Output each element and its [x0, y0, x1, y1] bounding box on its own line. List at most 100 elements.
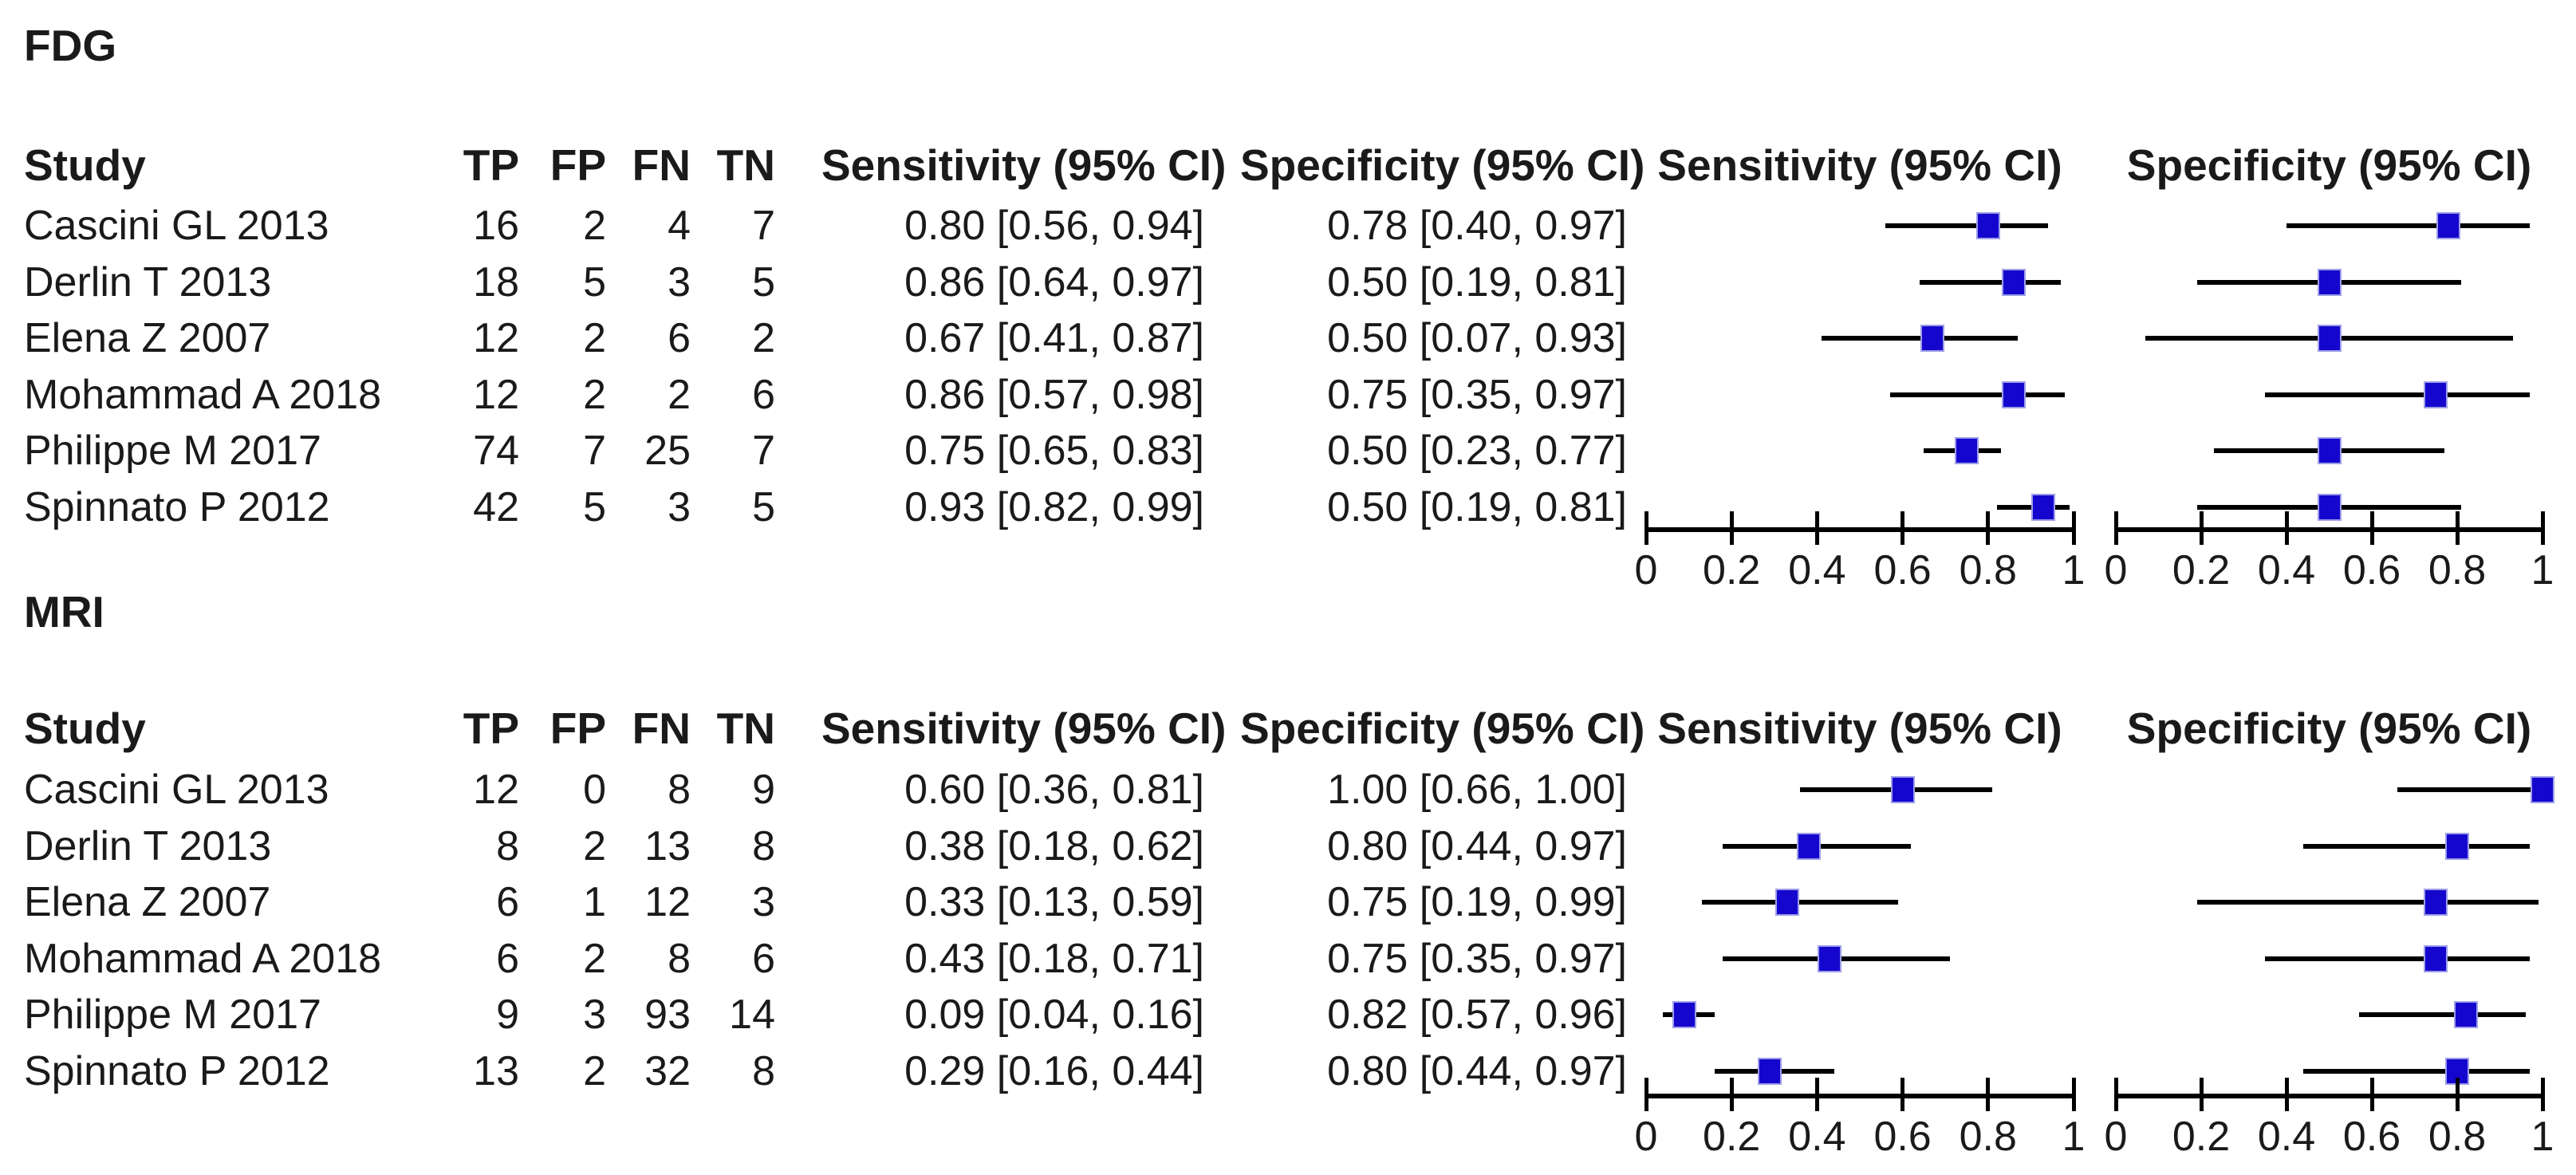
axis-tick — [1900, 511, 1905, 545]
tn-value: 7 — [752, 428, 775, 474]
sensitivity-axis: 0 0.2 0.4 0.6 0.8 1 — [1635, 1078, 2085, 1160]
tp-value: 13 — [473, 1047, 519, 1094]
study-name: Spinnato P 2012 — [24, 1047, 330, 1094]
tp-value: 8 — [496, 822, 519, 869]
sensitivity-forest-row — [1646, 990, 2074, 1039]
point-estimate-marker — [1818, 944, 1842, 972]
axis-tick-label: 0.4 — [1788, 547, 1846, 593]
sensitivity-forest-row — [1646, 934, 2074, 984]
sensitivity-forest-row — [1646, 370, 2074, 420]
sensitivity-forest-row — [1646, 313, 2074, 363]
point-estimate-marker — [1774, 889, 1799, 916]
specificity-forest-row — [2116, 765, 2554, 814]
specificity-ci-text: 0.50 [0.23, 0.77] — [1327, 428, 1627, 474]
sensitivity-ci-text: 0.29 [0.16, 0.44] — [904, 1047, 1204, 1094]
specificity-ci-text: 0.75 [0.35, 0.97] — [1327, 935, 1627, 982]
specificity-ci-text: 0.75 [0.35, 0.97] — [1327, 371, 1627, 418]
axis-tick-label: 0 — [2104, 547, 2128, 593]
sensitivity-ci-text: 0.43 [0.18, 0.71] — [904, 935, 1204, 982]
study-name: Spinnato P 2012 — [24, 483, 330, 530]
specificity-forest-row — [2116, 258, 2543, 307]
sensitivity-forest-row — [1646, 877, 2074, 927]
point-estimate-marker — [1672, 1001, 1697, 1028]
tp-value: 18 — [473, 258, 519, 306]
specificity-forest-row — [2116, 483, 2543, 532]
axis-tick — [2071, 511, 2076, 545]
column-header-specificity: Specificity (95% CI) — [1240, 140, 1645, 190]
axis-tick — [2199, 511, 2204, 545]
axis-tick — [1729, 1078, 1734, 1111]
specificity-ci-text: 0.50 [0.07, 0.93] — [1327, 315, 1627, 361]
sensitivity-forest-row — [1646, 765, 2074, 814]
axis-tick — [1814, 511, 1819, 545]
axis-tick-label: 0.8 — [1959, 547, 2017, 593]
plot-header-sensitivity: Sensitivity (95% CI) — [1657, 704, 2062, 753]
axis-tick — [2455, 1078, 2460, 1111]
fp-value: 2 — [583, 1047, 606, 1094]
tn-value: 5 — [752, 258, 775, 306]
tn-value: 7 — [752, 203, 775, 249]
axis-tick-label: 0.6 — [2342, 1114, 2401, 1160]
sensitivity-forest-row — [1646, 822, 2074, 871]
fp-value: 2 — [583, 315, 606, 361]
axis-tick — [2540, 511, 2545, 545]
specificity-forest-row — [2116, 313, 2543, 363]
tn-value: 9 — [752, 767, 775, 813]
confidence-interval-line — [1889, 392, 2066, 397]
sensitivity-ci-text: 0.93 [0.82, 0.99] — [904, 483, 1204, 530]
specificity-ci-text: 0.80 [0.44, 0.97] — [1327, 1047, 1627, 1094]
confidence-interval-line — [1701, 900, 1899, 905]
specificity-ci-text: 0.80 [0.44, 0.97] — [1327, 822, 1627, 869]
fp-value: 2 — [583, 935, 606, 982]
point-estimate-marker — [2001, 380, 2026, 408]
confidence-interval-line — [2397, 787, 2543, 792]
column-header-fp: FP — [549, 704, 606, 753]
sensitivity-forest-row — [1646, 1047, 2074, 1096]
specificity-forest-row — [2116, 990, 2543, 1039]
point-estimate-marker — [1796, 832, 1821, 860]
axis-tick — [1986, 1078, 1991, 1111]
confidence-interval-line — [2303, 1068, 2530, 1074]
tn-value: 6 — [752, 935, 775, 982]
specificity-forest-row — [2116, 934, 2543, 984]
point-estimate-marker — [2436, 212, 2461, 239]
column-header-specificity: Specificity (95% CI) — [1240, 704, 1645, 753]
tn-value: 3 — [752, 879, 775, 925]
axis-tick — [2455, 511, 2460, 545]
axis-tick — [2369, 1078, 2374, 1111]
axis-tick — [2071, 1078, 2076, 1111]
specificity-forest-row — [2116, 877, 2543, 927]
point-estimate-marker — [2317, 325, 2342, 352]
confidence-interval-line — [2303, 843, 2530, 849]
axis-tick — [1814, 1078, 1819, 1111]
column-header-fp: FP — [549, 140, 606, 190]
point-estimate-marker — [2453, 1001, 2478, 1028]
sensitivity-ci-text: 0.86 [0.64, 0.97] — [904, 258, 1204, 306]
fn-value: 13 — [644, 822, 691, 869]
axis-line — [2116, 1094, 2543, 1098]
tp-value: 42 — [473, 483, 519, 530]
confidence-interval-line — [1920, 279, 2061, 285]
axis-tick — [2199, 1078, 2204, 1111]
fp-value: 2 — [583, 822, 606, 869]
point-estimate-marker — [2424, 944, 2448, 972]
column-header-tn: TN — [716, 140, 775, 190]
study-name: Elena Z 2007 — [24, 879, 271, 925]
fn-value: 32 — [644, 1047, 691, 1094]
sensitivity-ci-text: 0.38 [0.18, 0.62] — [904, 822, 1204, 869]
point-estimate-marker — [2424, 889, 2448, 916]
point-estimate-marker — [1890, 776, 1915, 803]
axis-tick — [1986, 511, 1991, 545]
confidence-interval-line — [2286, 223, 2530, 228]
axis-tick — [2113, 1078, 2118, 1111]
point-estimate-marker — [2317, 493, 2342, 521]
axis-tick-label: 1 — [2062, 547, 2086, 593]
tp-value: 12 — [473, 371, 519, 418]
plot-header-specificity: Specificity (95% CI) — [2126, 704, 2532, 753]
study-name: Philippe M 2017 — [24, 428, 321, 474]
study-name: Mohammad A 2018 — [24, 935, 382, 982]
point-estimate-marker — [1920, 325, 1945, 352]
column-header-tp: TP — [463, 704, 519, 753]
specificity-axis: 0 0.2 0.4 0.6 0.8 1 — [2105, 1078, 2554, 1160]
